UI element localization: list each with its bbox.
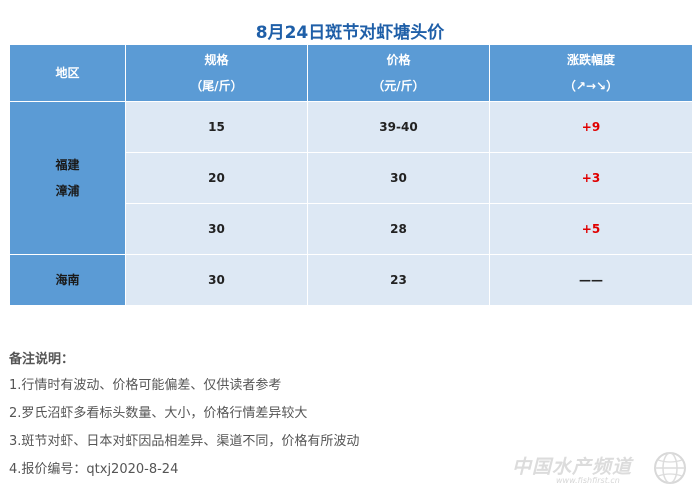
watermark-logo-text: 中国水产频道	[512, 456, 633, 478]
notes-section: 备注说明： 1.行情时有波动、价格可能偏差、仅供读者参考 2.罗氏沼虾多看标头数…	[9, 348, 359, 489]
spec-cell: 30	[125, 203, 308, 255]
change-cell: +5	[489, 203, 693, 255]
note-item: 4.报价编号：qtxj2020-8-24	[9, 462, 179, 477]
spec-cell: 20	[125, 152, 308, 204]
note-item: 1.行情时有波动、价格可能偏差、仅供读者参考	[9, 378, 282, 393]
spec-cell: 30	[125, 254, 308, 306]
change-cell: +3	[489, 152, 693, 204]
region-hainan: 海南	[9, 254, 126, 306]
table-header-row: 地区 规格 （尾/斤） 价格 （元/斤） 涨跌幅度 （↗→↘）	[9, 44, 693, 102]
change-cell: ——	[489, 254, 693, 306]
table-row: 海南 30 23 ——	[9, 254, 693, 306]
price-cell: 28	[307, 203, 490, 255]
note-item: 2.罗氏沼虾多看标头数量、大小，价格行情差异较大	[9, 406, 308, 421]
region-fujian-zhangpu: 福建 漳浦	[9, 101, 126, 255]
page-title: 8月24日斑节对虾塘头价	[255, 23, 445, 43]
header-region: 地区	[9, 44, 126, 102]
header-change: 涨跌幅度 （↗→↘）	[489, 44, 693, 102]
price-table: 地区 规格 （尾/斤） 价格 （元/斤） 涨跌幅度 （↗→↘） 福建 漳浦 15 39…	[9, 44, 693, 306]
price-cell: 23	[307, 254, 490, 306]
price-cell: 39-40	[307, 101, 490, 153]
table-row: 30 28 +5	[10, 203, 693, 255]
header-price: 价格 （元/斤）	[307, 44, 490, 102]
notes-title: 备注说明：	[9, 352, 75, 367]
table-row: 福建 漳浦 15 39-40 +9	[9, 101, 693, 255]
header-spec: 规格 （尾/斤）	[125, 44, 308, 102]
spec-cell: 15	[125, 101, 308, 153]
watermark: 中国水产频道 www.fishfirst.cn	[508, 448, 688, 488]
price-cell: 30	[307, 152, 490, 204]
change-cell: +9	[489, 101, 693, 153]
globe-logo-icon	[654, 452, 686, 484]
watermark-url: www.fishfirst.cn	[556, 476, 620, 485]
table-row: 20 30 +3	[10, 152, 693, 204]
note-item: 3.斑节对虾、日本对虾因品相差异、渠道不同，价格有所波动	[9, 434, 360, 449]
